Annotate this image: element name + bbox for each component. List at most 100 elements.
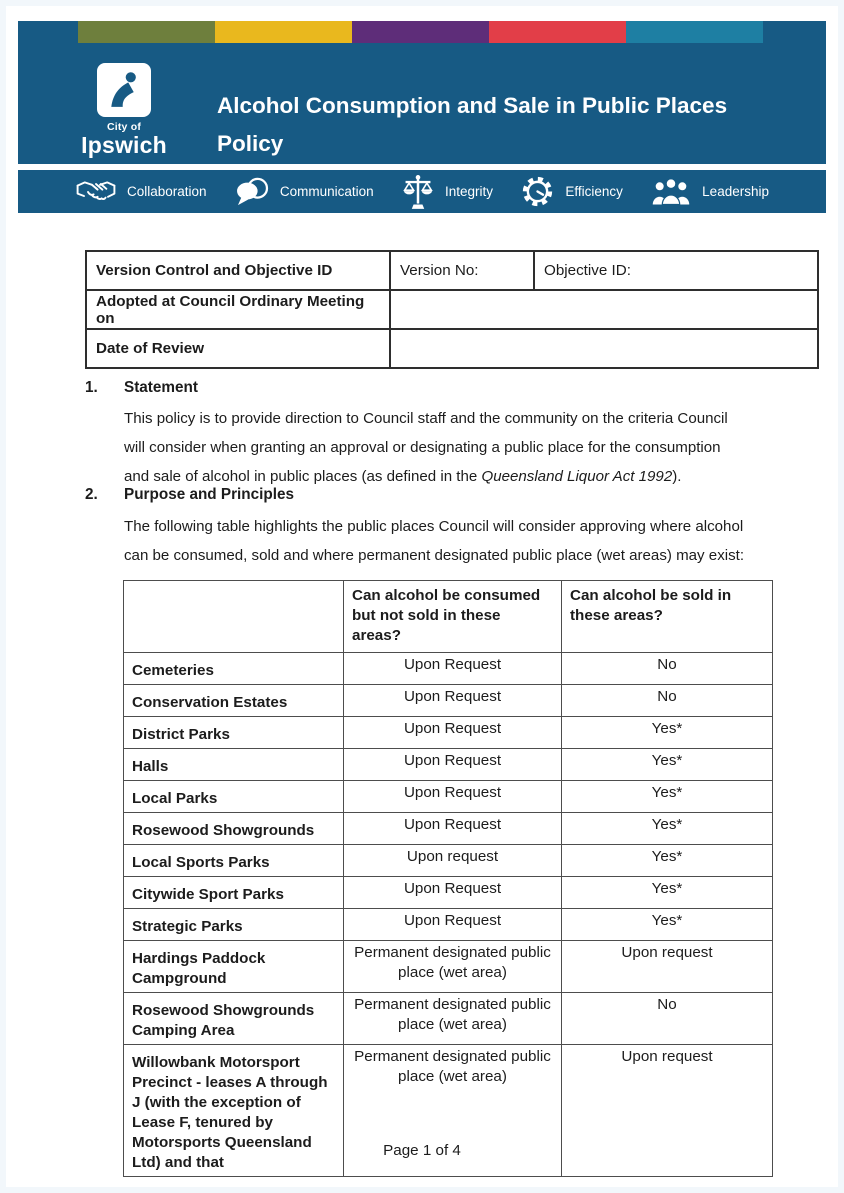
paragraph-line: and sale of alcohol in public places (as… (124, 462, 728, 491)
consumed-cell: Upon Request (343, 716, 562, 749)
section-2-heading: 2. Purpose and Principles (85, 486, 294, 504)
consumed-cell: Permanent designated public place (wet a… (343, 992, 562, 1045)
place-cell: Rosewood Showgrounds (123, 812, 344, 845)
page-title-line1: Alcohol Consumption and Sale in Public P… (217, 93, 728, 118)
section-2-body: The following table highlights the publi… (124, 512, 744, 570)
place-cell: Local Sports Parks (123, 844, 344, 877)
adopted-value-cell (389, 289, 819, 330)
objective-id-cell: Objective ID: (533, 250, 819, 291)
handshake-icon (76, 180, 116, 200)
table-row: Adopted at Council Ordinary Meeting on (85, 289, 819, 330)
line-text: ). (672, 468, 682, 486)
section-1-heading: 1. Statement (85, 379, 198, 397)
value-label: Communication (279, 184, 374, 199)
sold-cell: Yes* (561, 844, 773, 877)
section-title: Purpose and Principles (124, 486, 295, 503)
consumed-cell: Upon Request (343, 908, 562, 941)
version-no-cell: Version No: (389, 250, 535, 291)
place-cell: Conservation Estates (123, 684, 344, 717)
table-header-row: Can alcohol be consumed but not sold in … (123, 580, 773, 653)
date-of-review-value-cell (389, 328, 819, 369)
value-label: Leadership (702, 184, 769, 199)
act-name-italic: Queensland Liquor Act 1992 (481, 468, 673, 486)
consumed-cell: Upon Request (343, 876, 562, 909)
sold-cell: Upon request (561, 1044, 773, 1177)
place-cell: Halls (123, 748, 344, 781)
stripe-yellow (215, 21, 352, 43)
section-title: Statement (124, 379, 198, 396)
consumed-cell: Upon Request (343, 812, 562, 845)
consumed-cell: Upon request (343, 844, 562, 877)
value-collaboration: Collaboration (76, 178, 207, 206)
date-of-review-label: Date of Review (85, 328, 391, 369)
values-bar: Collaboration Communication (18, 170, 826, 213)
table-row: Conservation Estates Upon Request No (123, 684, 773, 717)
paragraph-line: will consider when granting an approval … (124, 439, 721, 457)
sold-cell: No (561, 992, 773, 1045)
header-divider (18, 164, 826, 170)
sold-cell: No (561, 652, 773, 685)
place-cell: Rosewood Showgrounds Camping Area (123, 992, 344, 1045)
page-number: Page 1 of 4 (383, 1142, 461, 1159)
value-efficiency: Efficiency (521, 175, 623, 208)
alcohol-places-table: Can alcohol be consumed but not sold in … (123, 580, 773, 1177)
table-row: Version Control and Objective ID Version… (85, 250, 819, 291)
logo-ipswich-text: Ipswich (81, 132, 167, 158)
stripe-purple (352, 21, 489, 43)
page-title: Alcohol Consumption and Sale in Public P… (217, 87, 792, 163)
version-control-label: Version Control and Objective ID (85, 250, 391, 291)
page-title-line2: Policy (217, 131, 284, 156)
scales-icon (403, 174, 433, 209)
header-place (123, 580, 344, 653)
consumed-cell: Upon Request (343, 780, 562, 813)
document-page: City of Ipswich Alcohol Consumption and … (6, 6, 838, 1187)
ipswich-logo-mark (97, 63, 151, 117)
paragraph-line: can be consumed, sold and where permanen… (124, 547, 745, 565)
sold-cell: Yes* (561, 716, 773, 749)
place-cell: District Parks (123, 716, 344, 749)
header-sold: Can alcohol be sold in these areas? (561, 580, 773, 653)
place-cell: Hardings Paddock Campground (123, 940, 344, 993)
stripe-red (489, 21, 626, 43)
table-row: Hardings Paddock Campground Permanent des… (123, 940, 773, 993)
line-text: and sale of alcohol in public places (as… (124, 468, 482, 486)
logo-city-of-text: City of (106, 121, 142, 133)
consumed-cell: Permanent designated public place (wet a… (343, 1044, 562, 1177)
place-cell: Cemeteries (123, 652, 344, 685)
section-1-body: This policy is to provide direction to C… (124, 404, 728, 492)
table-row: Cemeteries Upon Request No (123, 652, 773, 685)
place-cell: Local Parks (123, 780, 344, 813)
document-header: City of Ipswich Alcohol Consumption and … (18, 21, 826, 213)
sold-cell: Yes* (561, 908, 773, 941)
table-row: Citywide Sport Parks Upon Request Yes* (123, 876, 773, 909)
table-row: Rosewood Showgrounds Upon Request Yes* (123, 812, 773, 845)
speech-bubbles-icon (236, 177, 268, 206)
value-leadership: Leadership (651, 177, 769, 206)
table-row: Rosewood Showgrounds Camping Area Permane… (123, 992, 773, 1045)
ipswich-logo: City of Ipswich (64, 63, 184, 157)
sold-cell: Yes* (561, 812, 773, 845)
table-row: Willowbank Motorsport Precinct - leases … (123, 1044, 773, 1177)
sold-cell: Upon request (561, 940, 773, 993)
adopted-label: Adopted at Council Ordinary Meeting on (85, 289, 391, 330)
sold-cell: Yes* (561, 748, 773, 781)
place-cell: Citywide Sport Parks (123, 876, 344, 909)
paragraph-line: This policy is to provide direction to C… (124, 410, 728, 427)
table-row: Strategic Parks Upon Request Yes* (123, 908, 773, 941)
paragraph-line: The following table highlights the publi… (124, 518, 744, 535)
consumed-cell: Upon Request (343, 748, 562, 781)
value-integrity: Integrity (402, 174, 493, 210)
section-number: 1. (85, 379, 98, 396)
header-consumed: Can alcohol be consumed but not sold in … (343, 580, 562, 653)
value-label: Collaboration (127, 184, 207, 199)
table-row: Local Sports Parks Upon request Yes* (123, 844, 773, 877)
table-row: Local Parks Upon Request Yes* (123, 780, 773, 813)
sold-cell: No (561, 684, 773, 717)
value-communication: Communication (235, 177, 374, 206)
version-control-table: Version Control and Objective ID Version… (85, 250, 819, 369)
people-icon (652, 178, 690, 206)
consumed-cell: Upon Request (343, 684, 562, 717)
sold-cell: Yes* (561, 876, 773, 909)
place-cell: Strategic Parks (123, 908, 344, 941)
table-row: District Parks Upon Request Yes* (123, 716, 773, 749)
